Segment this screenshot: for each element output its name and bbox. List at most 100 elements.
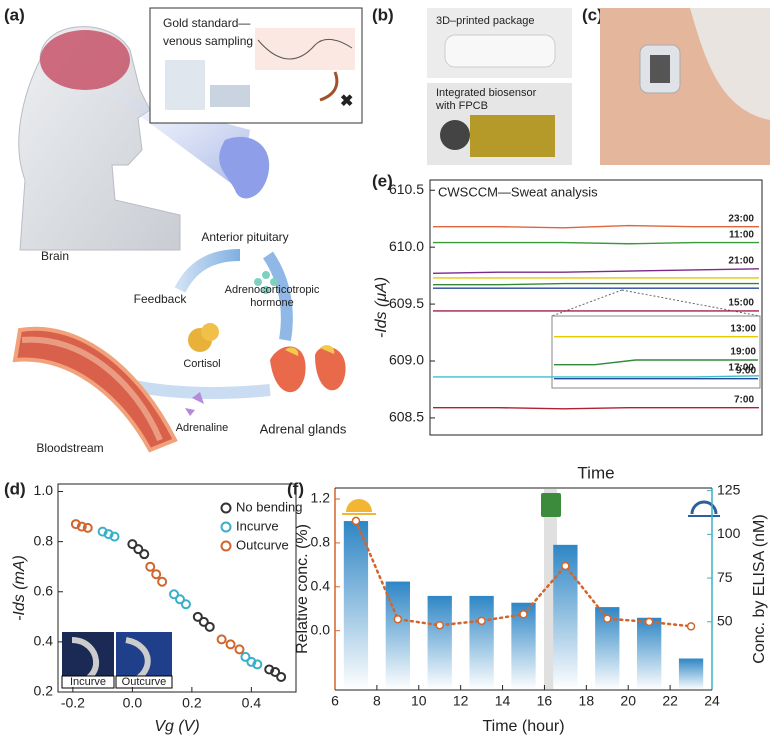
annotation: Cortisol [183,358,220,370]
plot-frame [57,483,297,693]
legend-marker [220,521,232,533]
y-tick-label: 1.0 [34,482,54,498]
bar [678,658,704,690]
annotation: with FPCB [435,100,488,112]
y-axis-label: -Ids (mA) [11,555,28,621]
bar [637,617,662,690]
series-label: 7:00 [734,394,754,405]
x-tick-label: -0.2 [61,695,85,711]
series-line [433,224,759,229]
x-tick-label: 6 [331,693,339,709]
annotation: Bloodstream [36,441,103,455]
point [519,610,528,619]
point [561,561,570,571]
x-tick-label: 10 [411,693,427,709]
plot-frame [429,179,763,436]
series-line [433,241,759,245]
panel-label: (e) [372,171,393,190]
annotation: 3D–printed package [436,15,534,27]
point [76,521,87,532]
point [145,561,156,572]
panel-label: (b) [372,5,394,24]
annotation: Adrenaline [176,422,229,434]
legend-label: Outcurve [236,537,289,552]
series-line [433,406,759,410]
series-line [433,282,759,286]
y-tick-label: 0.2 [34,683,54,699]
photo-d [61,632,173,689]
point [216,634,227,645]
photo-b [427,8,572,165]
point [686,622,696,631]
annotation: Feedback [134,292,188,306]
y-axis-label: Relative conc. (%) [294,524,311,654]
panel-label: (f) [287,479,304,498]
x-tick-label: 0.0 [123,695,143,711]
x-axis-label: Time [577,463,614,482]
point [139,549,150,560]
point [180,599,191,610]
point [192,611,203,622]
y-tick-label: 608.5 [389,409,424,425]
point [477,616,486,626]
x-tick-label: 0.2 [182,695,202,711]
annotation: venous sampling [163,34,253,48]
illustration-a: ✖ [12,7,363,453]
point [109,531,120,542]
point [240,651,251,662]
y2-axis-label: Conc. by ELISA (nM) [751,514,768,663]
point [225,639,236,650]
point [82,522,93,533]
y2-tick-label: 100 [717,525,741,541]
point [603,614,612,623]
series-label: 21:00 [728,255,754,266]
point [151,569,162,580]
point [435,620,444,630]
panel-label: (d) [4,479,26,498]
annotation: Integrated biosensor [436,87,537,99]
point [204,621,215,632]
x-tick-label: 24 [704,693,720,709]
annotation: Anterior pituitary [201,230,288,244]
x-tick-label: 8 [373,693,381,709]
y-tick-label: 609.0 [389,352,424,368]
bar [343,521,369,690]
series-label: 19:00 [730,347,756,358]
point [644,617,654,627]
annotation: Adrenal glands [260,421,347,436]
x-axis-label: Vg (V) [154,718,199,735]
svg-text:✖: ✖ [340,93,353,110]
y2-tick-label: 75 [717,569,733,585]
y-axis-label: -Ids (μA) [373,277,390,338]
x-tick-label: 20 [620,693,636,709]
chart-title: CWSCCM—Sweat analysis [438,184,598,199]
y-tick-label: 609.5 [389,295,424,311]
bar [469,595,494,690]
inset-label: Incurve [70,676,106,688]
point [276,671,287,682]
point [270,666,281,677]
annotation: Brain [41,249,69,263]
legend-marker [220,502,232,514]
y-tick-label: 0.0 [311,621,331,637]
y-tick-label: 0.8 [311,534,331,550]
bar [427,595,452,690]
y-tick-label: 1.2 [311,490,331,506]
legend-label: No bending [236,499,303,514]
panel-label: (a) [4,5,25,24]
x-tick-label: 0.4 [242,695,262,711]
point [234,644,245,655]
point [157,576,168,587]
point [351,516,361,526]
series-label: 11:00 [729,229,754,240]
x-tick-label: 18 [579,693,595,709]
panel-label: (c) [582,5,603,24]
y-tick-label: 0.6 [34,582,54,598]
annotation: hormone [250,297,293,309]
point [133,544,144,555]
y-tick-label: 0.4 [34,633,54,649]
legend-label: Incurve [236,518,279,533]
y-tick-label: 610.0 [389,238,424,254]
series-label: 9:00 [736,365,756,376]
